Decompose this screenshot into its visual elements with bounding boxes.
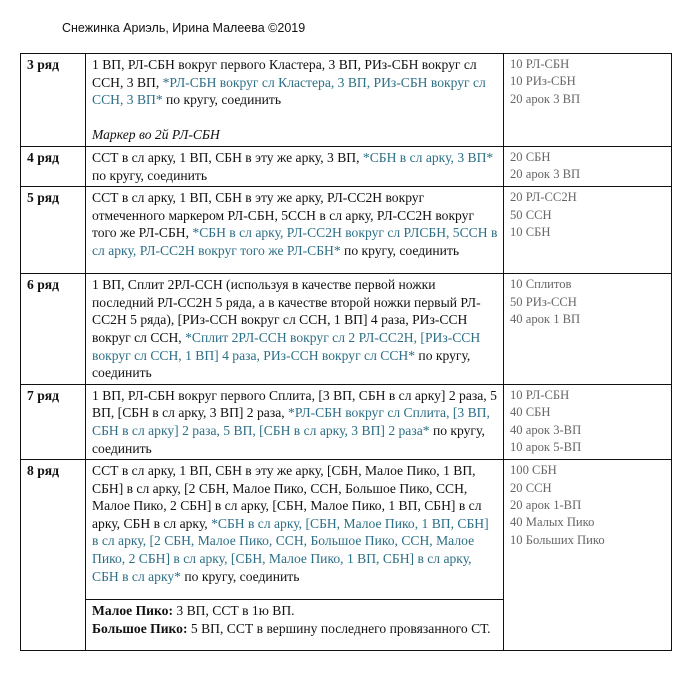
- instruction-text: ССТ в сл арку, 1 ВП, СБН в эту же арку, …: [92, 190, 475, 241]
- instruction-text: по кругу, соединить: [92, 167, 208, 183]
- stitch-count: 50 ССН: [510, 207, 552, 222]
- stitch-count: 10 РЛ-СБН: [510, 57, 570, 71]
- stitch-counts: 10 РЛ-СБН 40 СБН 40 арок 3-ВП 10 арок 5-ВП: [503, 383, 672, 461]
- repeat-section: *РЛ-СБН вокруг сл Сплита, [3 ВП, СБН в с…: [92, 405, 490, 438]
- row-instructions: 1 ВП, Сплит 2РЛ-ССН (используя в качеств…: [85, 273, 504, 385]
- instruction-text: 1 ВП, РЛ-СБН вокруг первого Кластера, 3 …: [92, 57, 477, 90]
- pattern-table: 3 ряд 1 ВП, РЛ-СБН вокруг первого Кластер…: [20, 53, 672, 652]
- table-row: 3 ряд 1 ВП, РЛ-СБН вокруг первого Кластер…: [20, 53, 672, 147]
- stitch-count: 50 РИз-ССН: [510, 294, 577, 309]
- stitch-counts: 10 РЛ-СБН 10 РИз-СБН 20 арок 3 ВП: [503, 53, 672, 147]
- row-label: 6 ряд: [20, 273, 86, 385]
- row-instructions: ССТ в сл арку, 1 ВП, СБН в эту же арку, …: [85, 145, 504, 188]
- stitch-count: 20 арок 1-ВП: [510, 497, 582, 512]
- instruction-text: по кругу, соединить: [92, 422, 485, 456]
- stitch-count: 20 СБН: [510, 149, 551, 164]
- repeat-section: *РЛ-СБН вокруг сл Кластера, 3 ВП, РИз-СБ…: [92, 74, 486, 108]
- instruction-text: по кругу, соединить: [162, 92, 282, 108]
- stitch-count: 20 арок 3 ВП: [510, 167, 581, 182]
- instruction-text: по кругу, соединить: [92, 347, 471, 381]
- stitch-counts: 20 СБН 20 арок 3 ВП: [503, 145, 672, 188]
- instruction-text: ССТ в сл арку, 1 ВП, СБН в эту же арку, …: [92, 463, 482, 531]
- instruction-text: 1 ВП, Сплит 2РЛ-ССН (используя в качеств…: [92, 277, 481, 345]
- stitch-count: 20 арок 3 ВП: [510, 91, 581, 106]
- stitch-counts: 100 СБН 20 ССН 20 арок 1-ВП 40 Малых Пико 10…: [503, 459, 672, 652]
- row-instructions: ССТ в сл арку, 1 ВП, СБН в эту же арку, …: [85, 186, 504, 275]
- row-instructions: 1 ВП, РЛ-СБН вокруг первого Кластера, 3 …: [85, 53, 504, 147]
- stitch-count: 10 Сплитов: [510, 277, 572, 292]
- row-label: 8 ряд: [20, 459, 86, 600]
- row-label: 7 ряд: [20, 383, 86, 461]
- stitch-count: 20 ССН: [510, 480, 552, 495]
- table-row: 5 ряд ССТ в сл арку, 1 ВП, СБН в эту же а…: [20, 186, 672, 275]
- table-row: 8 ряд ССТ в сл арку, 1 ВП, СБН в эту же а…: [20, 459, 672, 652]
- instruction-text: по кругу, соединить: [180, 568, 300, 584]
- stitch-count: 10 СБН: [510, 224, 551, 239]
- row-label: 4 ряд: [20, 145, 86, 188]
- stitch-counts: 10 Сплитов 50 РИз-ССН 40 арок 1 ВП: [503, 273, 672, 385]
- stitch-count: 100 СБН: [510, 463, 557, 478]
- stitch-count: 40 СБН: [510, 405, 551, 420]
- stitch-count: 40 арок 1 ВП: [510, 311, 581, 326]
- empty-label-cell: [20, 599, 86, 652]
- definition-term: Большое Пико:: [92, 620, 188, 636]
- stitch-count: 40 Малых Пико: [510, 515, 595, 530]
- definitions-row: Малое Пико: 3 ВП, ССТ в 1ю ВП. Большое Пи…: [20, 599, 672, 652]
- instruction-text: ССТ в сл арку, 1 ВП, СБН в эту же арку, …: [92, 149, 363, 165]
- definition-text: 3 ВП, ССТ в 1ю ВП.: [173, 603, 295, 619]
- stitch-count: 40 арок 3-ВП: [510, 422, 582, 437]
- definition: Большое Пико: 5 ВП, ССТ в вершину послед…: [92, 620, 498, 638]
- picot-definitions: Малое Пико: 3 ВП, ССТ в 1ю ВП. Большое Пи…: [85, 599, 504, 652]
- row-instructions: ССТ в сл арку, 1 ВП, СБН в эту же арку, …: [85, 459, 504, 601]
- instruction-text: 1 ВП, РЛ-СБН вокруг первого Сплита, [3 В…: [92, 387, 497, 421]
- stitch-count: 10 РИз-СБН: [510, 74, 576, 89]
- marker-note: Маркер во 2й РЛ-СБН: [92, 127, 220, 143]
- stitch-count: 10 арок 5-ВП: [510, 439, 582, 454]
- repeat-section: *Сплит 2РЛ-ССН вокруг сл 2 РЛ-СС2Н, [РИз…: [92, 329, 481, 363]
- table-row: 4 ряд ССТ в сл арку, 1 ВП, СБН в эту же а…: [20, 145, 672, 188]
- repeat-section: *СБН в сл арку, [СБН, Малое Пико, 1 ВП, …: [92, 515, 489, 584]
- stitch-count: 10 Больших Пико: [510, 532, 605, 547]
- row-label: 3 ряд: [20, 53, 86, 147]
- table-row: 7 ряд 1 ВП, РЛ-СБН вокруг первого Сплита,…: [20, 383, 672, 461]
- stitch-count: 20 РЛ-СС2Н: [510, 190, 577, 205]
- definition: Малое Пико: 3 ВП, ССТ в 1ю ВП.: [92, 602, 498, 620]
- instruction-text: по кругу, соединить: [340, 242, 460, 258]
- stitch-count: 10 РЛ-СБН: [510, 387, 570, 402]
- definition-text: 5 ВП, ССТ в вершину последнего провязанн…: [187, 620, 491, 636]
- row-label: 5 ряд: [20, 186, 86, 275]
- repeat-section: *СБН в сл арку, 3 ВП*: [362, 149, 494, 165]
- definition-term: Малое Пико:: [92, 603, 173, 619]
- document-title: Снежинка Ариэль, Ирина Малеева ©2019: [62, 21, 306, 35]
- table-row: 6 ряд 1 ВП, Сплит 2РЛ-ССН (используя в ка…: [20, 273, 672, 385]
- stitch-counts: 20 РЛ-СС2Н 50 ССН 10 СБН: [503, 186, 672, 275]
- row-instructions: 1 ВП, РЛ-СБН вокруг первого Сплита, [3 В…: [85, 383, 504, 461]
- repeat-section: *СБН в сл арку, РЛ-СС2Н вокруг сл РЛСБН,…: [92, 225, 498, 258]
